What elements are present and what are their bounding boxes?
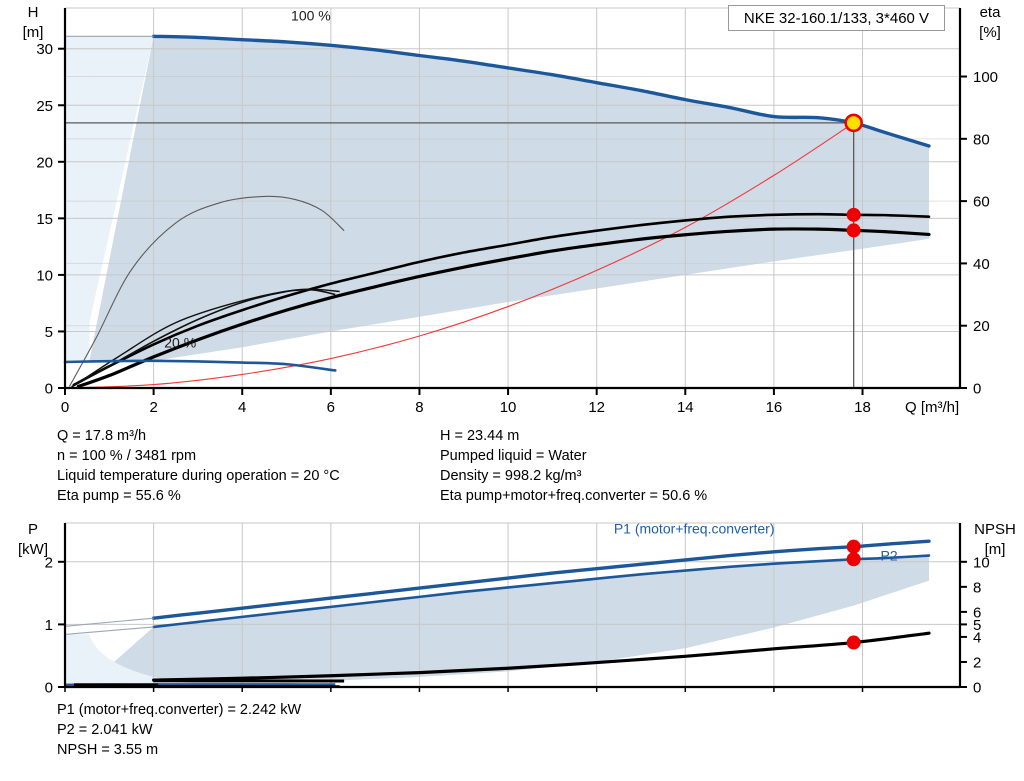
speed-100-label: 100 % <box>291 7 331 23</box>
y-axis-title-h: H <box>28 4 39 21</box>
readout-q: Q = 17.8 m³/h <box>57 428 147 444</box>
pump-model-label: NKE 32-160.1/133, 3*460 V <box>743 9 930 27</box>
power-npsh-chart: 0 1 2 0 2 456 8 10 P [kW] NPSH [m] P1 (motor+freq.co… <box>18 521 1016 697</box>
y-tick-label: 20 <box>36 154 53 171</box>
npsh-tick-label: 8 <box>973 579 981 596</box>
readout-npsh: NPSH = 3.55 m <box>57 742 159 758</box>
eta-total-point <box>846 223 861 238</box>
readout-liquid: Pumped liquid = Water <box>440 448 587 464</box>
npsh-tick-label: 10 <box>973 554 990 571</box>
npsh-tick-label: 0 <box>973 680 981 697</box>
eta-tick-label: 20 <box>973 318 990 335</box>
y-axis-unit-npsh: [m] <box>985 541 1006 558</box>
readout-p2: P2 = 2.041 kW <box>57 722 153 738</box>
p-tick-label: 1 <box>45 617 53 634</box>
y-axis-title-eta: eta <box>980 4 1002 21</box>
x-tick-label: 6 <box>327 399 335 416</box>
eta-tick-label: 100 <box>973 69 998 86</box>
y-axis-unit-p: [kW] <box>18 541 48 558</box>
x-tick-label: 10 <box>500 399 517 416</box>
p2-curve-label: P2 <box>881 548 898 564</box>
x-tick-label: 18 <box>854 399 871 416</box>
y-tick-label: 5 <box>45 324 53 341</box>
readout-density: Density = 998.2 kg/m³ <box>440 468 582 484</box>
head-efficiency-chart: 0 5 10 15 20 25 30 0 20 40 60 80 100 0 2 4 6 8 10 12 14 16 18 H… <box>23 4 1002 416</box>
y-axis-title-p: P <box>28 521 38 538</box>
x-tick-label: 14 <box>677 399 694 416</box>
readout-temp: Liquid temperature during operation = 20… <box>57 468 340 484</box>
pump-model-title-box: NKE 32-160.1/133, 3*460 V <box>728 5 945 31</box>
x-tick-label: 16 <box>766 399 783 416</box>
duty-point-marker[interactable] <box>844 113 863 133</box>
x-tick-label: 12 <box>588 399 605 416</box>
x-tick-label: 8 <box>415 399 423 416</box>
y-tick-label: 0 <box>45 381 53 398</box>
readout-h: H = 23.44 m <box>440 428 520 444</box>
x-tick-label: 4 <box>238 399 246 416</box>
eta-tick-label: 60 <box>973 194 990 211</box>
npsh-duty-marker <box>846 635 861 650</box>
y-tick-label: 30 <box>36 41 53 58</box>
x-tick-label: 2 <box>149 399 157 416</box>
y-tick-label: 15 <box>36 211 53 228</box>
readout-p1: P1 (motor+freq.converter) = 2.242 kW <box>57 702 302 718</box>
eta-tick-label: 0 <box>973 381 981 398</box>
y-axis-unit-h: [m] <box>23 24 44 41</box>
eta-pump-point <box>846 207 861 222</box>
x-axis-title-q: Q [m³/h] <box>905 399 959 416</box>
readout-eta-pump: Eta pump = 55.6 % <box>57 488 181 504</box>
p1-curve-label: P1 (motor+freq.converter) <box>614 521 775 537</box>
p-tick-label: 2 <box>45 554 53 571</box>
y-axis-unit-eta: [%] <box>979 24 1001 41</box>
npsh-tick-label: 5 <box>973 617 981 634</box>
npsh-tick-label: 4 <box>973 629 981 646</box>
x-tick-label: 0 <box>61 399 69 416</box>
speed-20-label: 20 % <box>164 334 196 350</box>
y-tick-label: 25 <box>36 98 53 115</box>
npsh-tick-label: 2 <box>973 654 981 671</box>
readout-eta-total: Eta pump+motor+freq.converter = 50.6 % <box>440 488 708 504</box>
y-axis-title-npsh: NPSH <box>974 521 1016 538</box>
eta-tick-label: 40 <box>973 256 990 273</box>
p2-duty-marker <box>846 552 861 567</box>
readout-n: n = 100 % / 3481 rpm <box>57 448 197 464</box>
eta-tick-label: 80 <box>973 131 990 148</box>
npsh-tick-label: 6 <box>973 604 981 621</box>
y-tick-label: 10 <box>36 267 53 284</box>
p1-duty-marker <box>846 539 861 554</box>
p-tick-label: 0 <box>45 680 53 697</box>
